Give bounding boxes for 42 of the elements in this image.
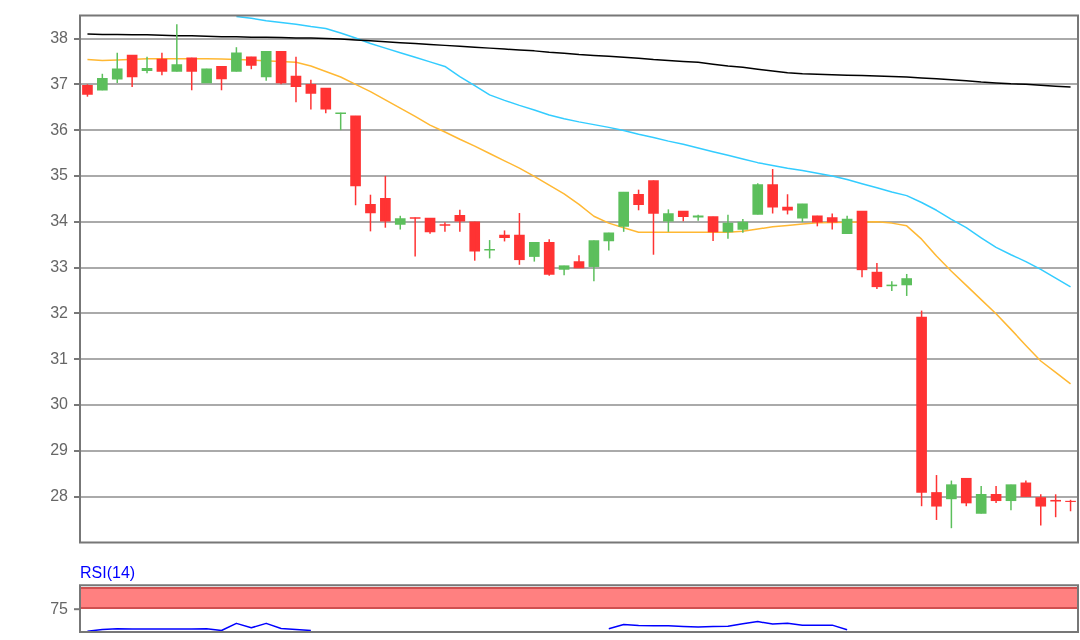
candlestick xyxy=(186,56,198,92)
text: 75 xyxy=(50,599,69,617)
y-tick-label: 37 xyxy=(50,74,69,92)
candlestick xyxy=(1035,493,1047,527)
candlestick xyxy=(618,191,630,233)
chart-title: RSI(14) xyxy=(80,564,136,582)
candlestick xyxy=(558,264,570,277)
candlestick xyxy=(528,241,540,263)
candlestick xyxy=(663,208,674,233)
candlestick xyxy=(1050,493,1061,518)
candlestick xyxy=(648,179,659,256)
y-tick-label: 35 xyxy=(50,166,69,184)
candlestick xyxy=(901,273,913,297)
y-tick-label: 29 xyxy=(50,441,69,459)
candlestick xyxy=(171,23,183,73)
candlestick xyxy=(409,216,421,258)
candlestick xyxy=(916,309,927,507)
y-tick-label: 33 xyxy=(50,257,69,275)
candlestick xyxy=(216,65,227,92)
y-tick-label: 36 xyxy=(50,120,69,138)
candlestick xyxy=(960,477,972,507)
candlestick xyxy=(514,212,525,266)
candlestick xyxy=(439,221,451,233)
candlestick xyxy=(931,474,942,521)
candlestick xyxy=(946,479,957,529)
y-tick-label: 32 xyxy=(50,303,69,321)
y-tick-label: 31 xyxy=(50,349,69,367)
candlestick xyxy=(111,51,123,84)
candlestick xyxy=(633,188,644,212)
candlestick xyxy=(350,115,361,206)
candlestick xyxy=(380,175,391,229)
candlestick xyxy=(826,212,838,231)
candlestick xyxy=(469,220,481,262)
y-tick-label: 30 xyxy=(50,395,69,413)
candlestick xyxy=(752,182,764,216)
y-tick-label: 34 xyxy=(50,212,69,230)
y-tick-label: 28 xyxy=(50,487,69,504)
y-tick-label: 38 xyxy=(50,28,69,46)
candlestick xyxy=(767,168,778,215)
candlestick xyxy=(231,46,242,73)
candlestick xyxy=(365,193,376,233)
candlestick xyxy=(782,193,793,216)
